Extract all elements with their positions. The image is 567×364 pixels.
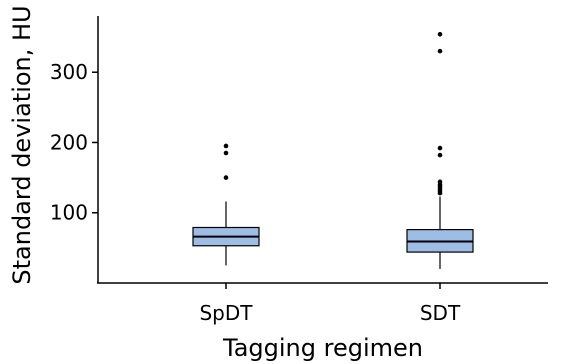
outlier-point [223, 175, 229, 180]
y-tick-label: 100 [50, 201, 88, 225]
outlier-point [437, 145, 443, 151]
x-axis-title: Tagging regimen [222, 334, 423, 362]
x-tick-label: SDT [420, 301, 461, 325]
outlier-point [223, 143, 229, 149]
outlier-point [437, 179, 443, 185]
box-group-sdt [406, 31, 474, 269]
y-axis-title: Standard deviation, HU [8, 5, 36, 284]
outlier-point [437, 31, 443, 37]
x-axis-ticks: SpDT SDT [199, 283, 461, 325]
box-group-spdt [192, 143, 260, 266]
y-tick-label: 200 [50, 130, 88, 154]
outlier-point [437, 152, 443, 158]
y-tick-label: 300 [50, 60, 88, 84]
y-axis-ticks: 100 200 300 [50, 60, 98, 225]
outlier-point [437, 48, 443, 54]
outlier-point [223, 150, 229, 156]
x-tick-label: SpDT [199, 301, 253, 325]
plot-area [192, 31, 474, 269]
